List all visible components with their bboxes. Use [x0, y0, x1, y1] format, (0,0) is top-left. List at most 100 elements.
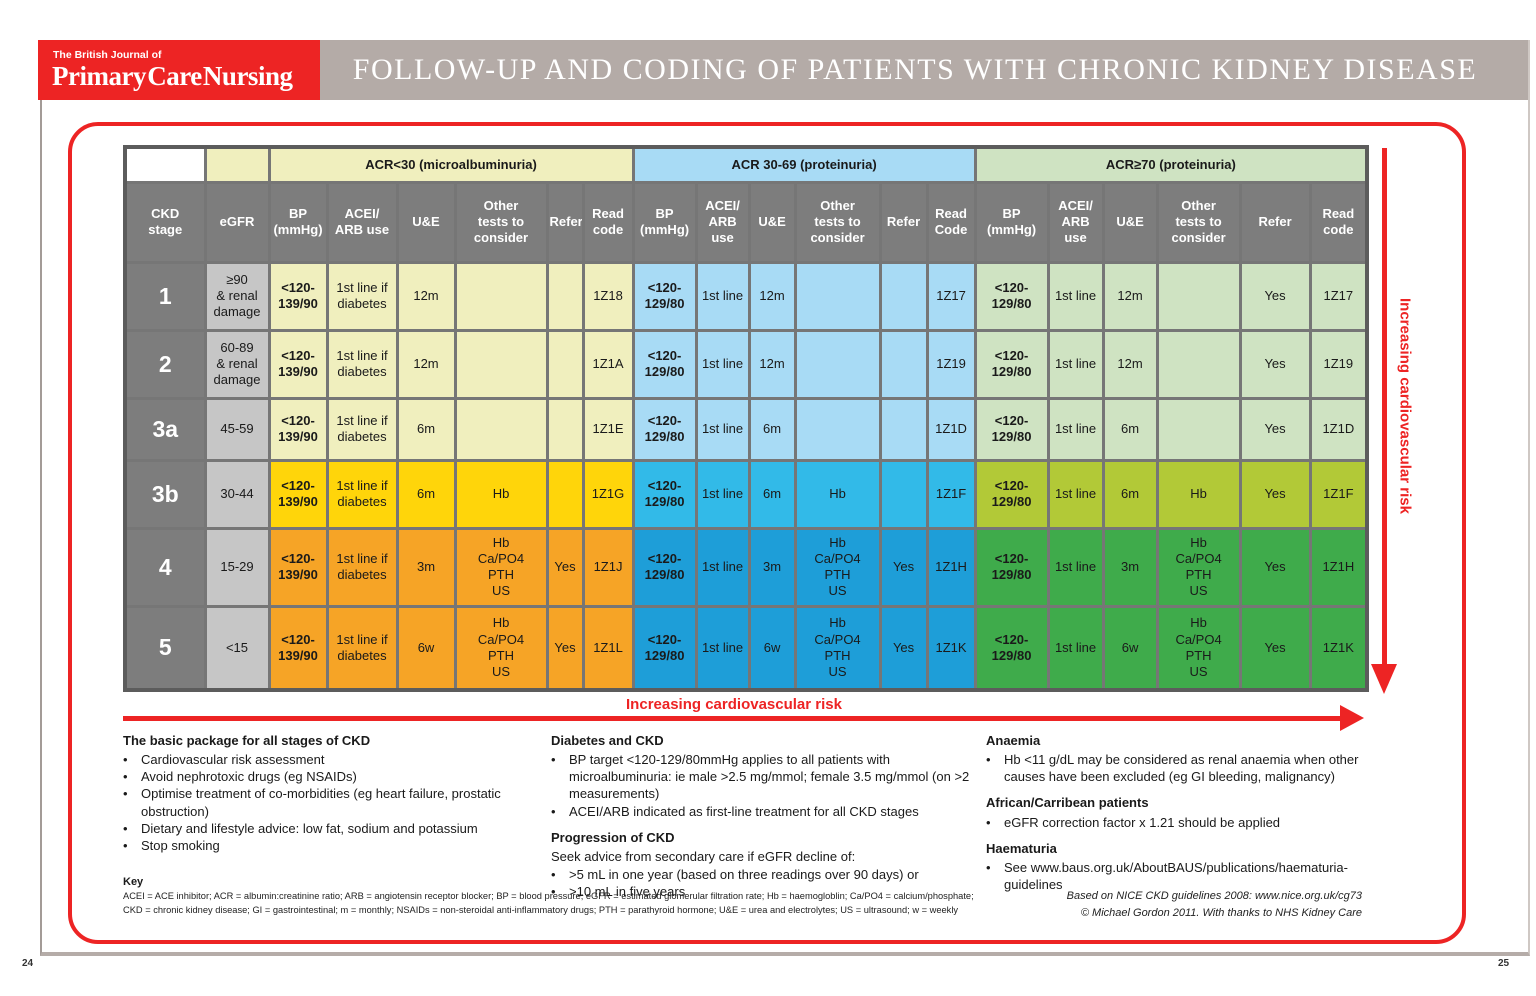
- other-tests-cell: Hb Ca/PO4 PTH US: [453, 526, 549, 608]
- stage-row-3a: 3a 45-59 <120- 139/90 1st line if diabetes 6…: [123, 396, 1369, 462]
- egfr-cell: 60-89 & renal damage: [203, 328, 271, 400]
- stage-row-2: 2 60-89 & renal damage <120- 139/90 1st lin…: [123, 328, 1369, 400]
- bp-cell: <120- 129/80: [973, 396, 1050, 462]
- acr-lt30-spacer-cell: [203, 145, 271, 184]
- group-header-acr-lt30: ACR<30 (microalbuminuria): [267, 145, 635, 184]
- note-heading-anaemia: Anaemia: [986, 733, 1041, 748]
- acei-arb-cell: 1st line: [694, 526, 751, 608]
- stage-row-1: 1 ≥90 & renal damage <120- 139/90 1st line …: [123, 260, 1369, 332]
- ue-cell: 12m: [395, 328, 457, 400]
- bp-cell: <120- 129/80: [631, 526, 698, 608]
- refer-cell: Yes: [878, 604, 929, 692]
- column-header: ACEI/ ARB use: [325, 180, 399, 264]
- horizontal-risk-arrow-head-icon: [1340, 705, 1364, 731]
- bp-cell: <120- 129/80: [973, 526, 1050, 608]
- column-header-row: CKD stage eGFR BP (mmHg) ACEI/ ARB use U&E Ot…: [123, 180, 1369, 264]
- column-header: ACEI/ ARB use: [1046, 180, 1105, 264]
- bullet-icon: •: [123, 837, 128, 853]
- egfr-cell: 30-44: [203, 458, 271, 530]
- other-tests-cell: Hb Ca/PO4 PTH US: [793, 604, 882, 692]
- column-header: Refer: [1238, 180, 1312, 264]
- acei-arb-cell: 1st line if diabetes: [325, 526, 399, 608]
- note-bullet: • Hb <11 g/dL may be considered as renal …: [986, 751, 1378, 785]
- acei-arb-cell: 1st line: [694, 328, 751, 400]
- diabetes-list: • BP target <120-129/80mmHg applies to al…: [551, 751, 979, 820]
- progression-intro: Seek advice from secondary care if eGFR …: [551, 848, 856, 864]
- column-header: U&E: [747, 180, 797, 264]
- ue-cell: 12m: [747, 260, 797, 332]
- bp-cell: <120- 129/80: [973, 604, 1050, 692]
- vertical-risk-arrow-line: [1382, 148, 1387, 664]
- bp-cell: <120- 139/90: [267, 526, 329, 608]
- acei-arb-cell: 1st line: [1046, 260, 1105, 332]
- column-header: Read code: [581, 180, 635, 264]
- stage-cell: 5: [123, 604, 207, 692]
- ckd-stage-header: CKD stage: [123, 180, 207, 264]
- egfr-cell: 45-59: [203, 396, 271, 462]
- journal-logo-name: Primary Care Nursing: [52, 61, 293, 91]
- group-header-acr-30-69: ACR 30-69 (proteinuria): [631, 145, 977, 184]
- read-code-cell: 1Z1F: [925, 458, 977, 530]
- group-header-row: ACR<30 (microalbuminuria) ACR 30-69 (pro…: [123, 145, 1369, 184]
- stage-cell: 4: [123, 526, 207, 608]
- bp-cell: <120- 129/80: [631, 328, 698, 400]
- page-number-left: 24: [22, 958, 34, 969]
- bullet-icon: •: [551, 867, 556, 883]
- bp-cell: <120- 129/80: [631, 604, 698, 692]
- note-heading-progression: Progression of CKD: [551, 829, 675, 845]
- column-header: Read code: [1308, 180, 1369, 264]
- egfr-cell: <15: [203, 604, 271, 692]
- read-code-cell: 1Z17: [925, 260, 977, 332]
- ue-cell: 6m: [1101, 396, 1159, 462]
- refer-cell: Yes: [1238, 260, 1312, 332]
- bullet-text: >10 mL in five years: [569, 884, 686, 900]
- bullet-icon: •: [986, 859, 991, 875]
- acei-arb-cell: 1st line: [1046, 458, 1105, 530]
- other-tests-cell: Hb: [1155, 458, 1242, 530]
- ue-cell: 6w: [1101, 604, 1159, 692]
- column-header: Other tests to consider: [793, 180, 882, 264]
- key-block: Key ACEI = ACE inhibitor; ACR = albumin:…: [123, 876, 1043, 918]
- column-header: Other tests to consider: [453, 180, 549, 264]
- read-code-cell: 1Z1K: [1308, 604, 1369, 692]
- ue-cell: 6m: [747, 458, 797, 530]
- refer-cell: [545, 260, 585, 332]
- bullet-text: eGFR correction factor x 1.21 should be …: [1004, 814, 1281, 830]
- other-tests-cell: [793, 396, 882, 462]
- bullet-text: BP target <120-129/80mmHg applies to all…: [569, 752, 970, 802]
- vertical-risk-arrow-head-icon: [1371, 664, 1397, 694]
- bp-cell: <120- 129/80: [973, 328, 1050, 400]
- refer-cell: Yes: [1238, 458, 1312, 530]
- credits-source: Based on NICE CKD guidelines 2008: www.n…: [1066, 890, 1362, 902]
- bullet-icon: •: [123, 820, 128, 836]
- note-bullet: • Cardiovascular risk assessment: [123, 751, 555, 768]
- note-bullet: • Dietary and lifestyle advice: low fat, …: [123, 820, 555, 837]
- vertical-risk-arrow-label: Increasing cardiovascular risk: [1396, 298, 1414, 514]
- ue-cell: 12m: [1101, 260, 1159, 332]
- read-code-cell: 1Z1G: [581, 458, 635, 530]
- ue-cell: 6m: [395, 458, 457, 530]
- notes-column-basic-package: The basic package for all stages of CKD …: [123, 732, 555, 854]
- bp-cell: <120- 129/80: [973, 458, 1050, 530]
- column-header: ACEI/ ARB use: [694, 180, 751, 264]
- acei-arb-cell: 1st line: [1046, 604, 1105, 692]
- horizontal-risk-arrow-label: Increasing cardiovascular risk: [626, 696, 842, 713]
- note-bullet: • Avoid nephrotoxic drugs (eg NSAIDs): [123, 768, 555, 785]
- egfr-header: eGFR: [203, 180, 271, 264]
- ue-cell: 6m: [395, 396, 457, 462]
- other-tests-cell: [453, 396, 549, 462]
- read-code-cell: 1Z1A: [581, 328, 635, 400]
- ue-cell: 12m: [1101, 328, 1159, 400]
- stage-cell: 3b: [123, 458, 207, 530]
- read-code-cell: 1Z17: [1308, 260, 1369, 332]
- note-bullet: • >10 mL in five years: [551, 883, 979, 900]
- column-header: Other tests to consider: [1155, 180, 1242, 264]
- column-header: BP (mmHg): [631, 180, 698, 264]
- basic-package-list: • Cardiovascular risk assessment • Avoid ne…: [123, 751, 555, 854]
- note-heading-haematuria: Haematuria: [986, 840, 1057, 856]
- bullet-text: Optimise treatment of co-morbidities (eg…: [141, 786, 501, 819]
- ue-cell: 3m: [747, 526, 797, 608]
- read-code-cell: 1Z1F: [1308, 458, 1369, 530]
- bp-cell: <120- 139/90: [267, 604, 329, 692]
- african-carribean-list: • eGFR correction factor x 1.21 should be…: [986, 814, 1378, 831]
